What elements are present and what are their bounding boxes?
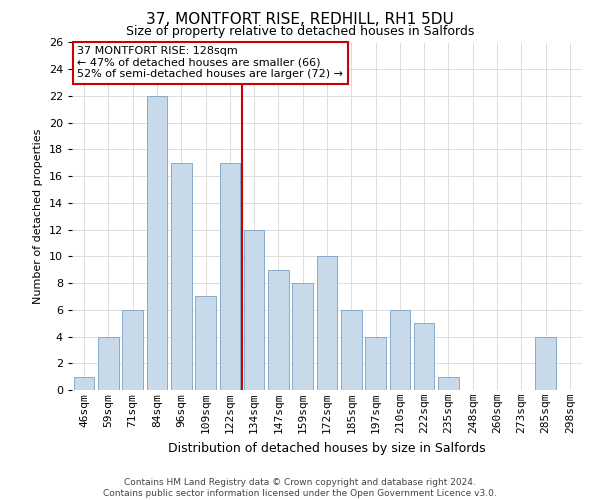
Text: Contains HM Land Registry data © Crown copyright and database right 2024.
Contai: Contains HM Land Registry data © Crown c… bbox=[103, 478, 497, 498]
Bar bbox=[414, 323, 434, 390]
Bar bbox=[122, 310, 143, 390]
Bar bbox=[292, 283, 313, 390]
Bar bbox=[389, 310, 410, 390]
Text: Size of property relative to detached houses in Salfords: Size of property relative to detached ho… bbox=[126, 25, 474, 38]
Bar bbox=[220, 163, 240, 390]
Bar bbox=[74, 376, 94, 390]
Y-axis label: Number of detached properties: Number of detached properties bbox=[33, 128, 43, 304]
Bar bbox=[195, 296, 216, 390]
Bar bbox=[268, 270, 289, 390]
Bar bbox=[171, 163, 191, 390]
Bar bbox=[98, 336, 119, 390]
Bar bbox=[365, 336, 386, 390]
Bar bbox=[146, 96, 167, 390]
Bar bbox=[438, 376, 459, 390]
Text: 37 MONTFORT RISE: 128sqm
← 47% of detached houses are smaller (66)
52% of semi-d: 37 MONTFORT RISE: 128sqm ← 47% of detach… bbox=[77, 46, 343, 79]
Bar bbox=[341, 310, 362, 390]
X-axis label: Distribution of detached houses by size in Salfords: Distribution of detached houses by size … bbox=[168, 442, 486, 454]
Bar bbox=[535, 336, 556, 390]
Bar bbox=[244, 230, 265, 390]
Bar bbox=[317, 256, 337, 390]
Text: 37, MONTFORT RISE, REDHILL, RH1 5DU: 37, MONTFORT RISE, REDHILL, RH1 5DU bbox=[146, 12, 454, 28]
